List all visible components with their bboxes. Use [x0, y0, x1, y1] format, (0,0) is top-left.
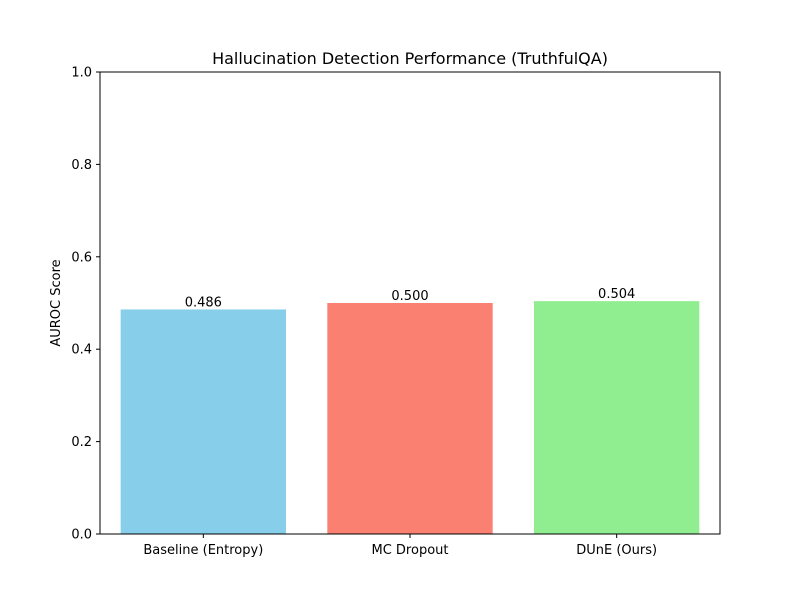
- ticks-layer: Baseline (Entropy) MC Dropout DUnE (Ours) 0…: [71, 66, 657, 559]
- bar-2: [534, 301, 700, 534]
- bar-1: [327, 303, 493, 534]
- bar-value-label: 0.504: [598, 287, 635, 302]
- chart-title: Hallucination Detection Performance (Tru…: [212, 49, 608, 68]
- y-tick-label: 0.0: [71, 528, 92, 543]
- bar-value-label: 0.486: [185, 295, 222, 310]
- plot-frame: [99, 71, 721, 535]
- x-tick-label: DUnE (Ours): [576, 543, 657, 558]
- y-tick-label: 1.0: [71, 66, 92, 81]
- y-tick-label: 0.2: [71, 435, 92, 450]
- x-tick-label: Baseline (Entropy): [143, 543, 263, 558]
- y-tick-label: 0.4: [71, 343, 92, 358]
- y-axis-label: AUROC Score: [49, 259, 64, 346]
- y-tick-label: 0.8: [71, 158, 92, 173]
- bars-layer: 0.486 0.500 0.504: [120, 287, 700, 534]
- bar-0: [120, 309, 287, 534]
- y-tick-label: 0.6: [71, 250, 92, 265]
- bar-value-label: 0.500: [391, 289, 428, 304]
- x-tick-label: MC Dropout: [372, 543, 449, 558]
